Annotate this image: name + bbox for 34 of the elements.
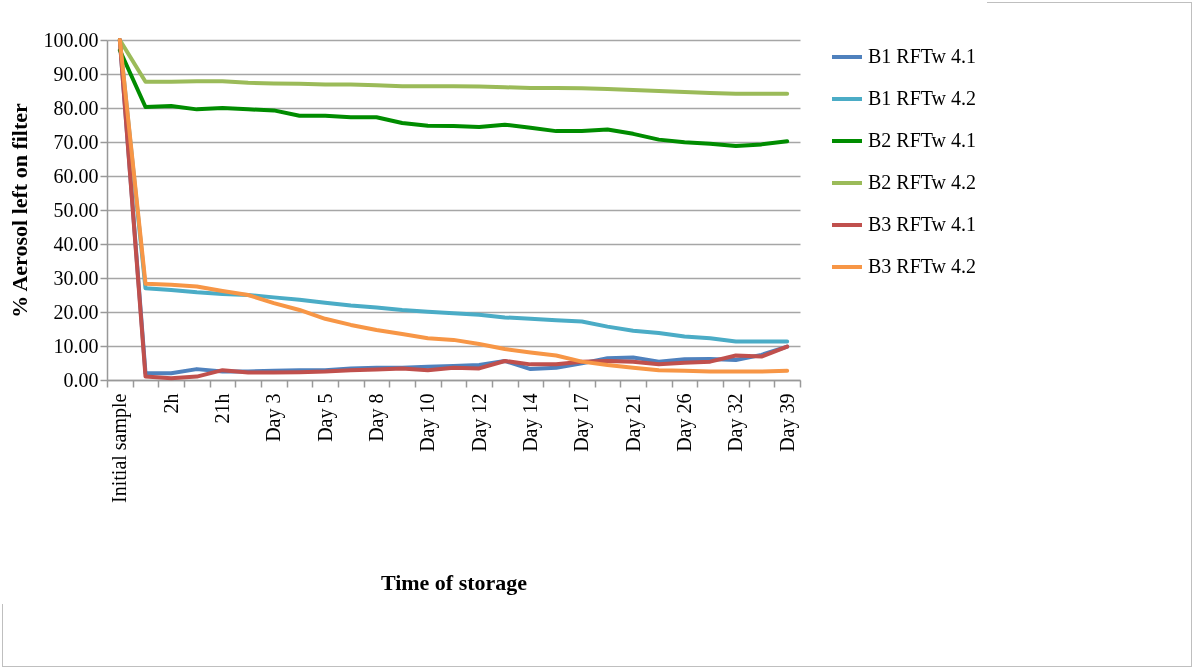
x-tick-label: Day 21: [621, 393, 645, 452]
legend-label: B1 RFTw 4.1: [868, 45, 977, 67]
x-tick-label: Day 5: [313, 393, 337, 442]
x-tick-label: Day 8: [365, 393, 388, 442]
y-tick-label: 0.00: [63, 368, 99, 391]
x-axis-title: Time of storage: [380, 569, 528, 595]
x-tick-label: Initial sample: [108, 393, 132, 503]
y-tick-label: 40.00: [53, 232, 99, 255]
y-tick-label: 90.00: [53, 62, 99, 85]
legend-label: B2 RFTw 4.1: [868, 129, 977, 151]
x-tick-label: Day 26: [673, 393, 696, 452]
x-tick-label: Day 3: [262, 393, 286, 442]
legend-label: B3 RFTw 4.2: [868, 255, 977, 277]
x-tick-label: Day 14: [519, 393, 542, 452]
y-tick-label: 70.00: [53, 130, 99, 153]
y-tick-label: 30.00: [53, 266, 99, 289]
x-tick-label: Day 10: [416, 393, 440, 452]
y-tick-label: 80.00: [53, 96, 99, 119]
legend-label: B3 RFTw 4.1: [868, 213, 977, 235]
legend-label: B2 RFTw 4.2: [868, 171, 977, 193]
y-tick-label: 20.00: [53, 300, 99, 323]
legend-label: B1 RFTw 4.2: [868, 87, 977, 109]
y-tick-label: 10.00: [53, 334, 99, 357]
y-tick-label: 50.00: [53, 198, 99, 221]
x-tick-label: Day 12: [467, 393, 491, 452]
y-axis-title: % Aerosol left on filter: [6, 102, 32, 318]
y-tick-label: 60.00: [53, 164, 99, 187]
x-tick-label: 2h: [159, 393, 182, 414]
x-tick-label: Day 39: [775, 393, 799, 452]
y-tick-label: 100.00: [43, 28, 99, 51]
line-series: [117, 48, 790, 149]
x-tick-label: Day 17: [570, 393, 594, 452]
x-tick-label: Day 32: [724, 393, 748, 452]
x-tick-label: 21h: [211, 393, 233, 424]
